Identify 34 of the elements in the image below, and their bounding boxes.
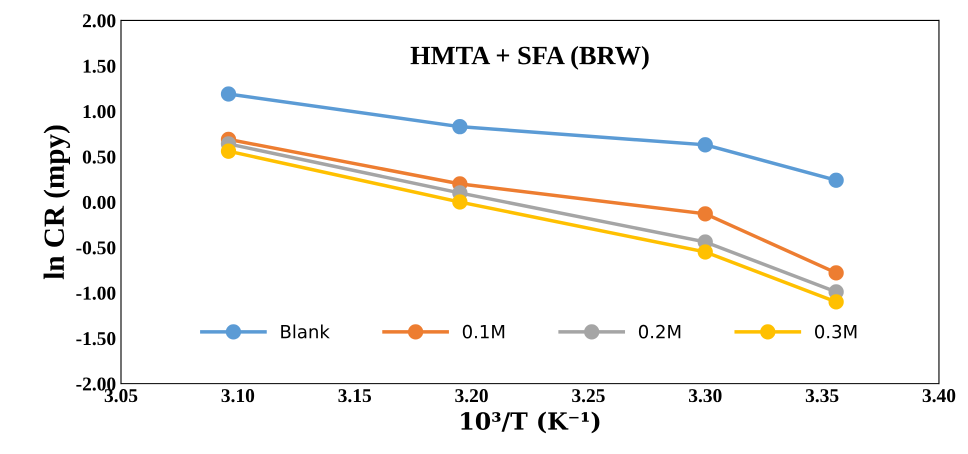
x-tick-label: 3.30 <box>688 389 722 402</box>
point <box>698 137 713 152</box>
x-tick-label: 3.05 <box>104 389 138 402</box>
point <box>828 294 844 310</box>
y-tick-label: -2.00 <box>76 377 116 391</box>
y-tick-label: 1.00 <box>84 105 116 118</box>
y-tick-label: -1.00 <box>76 286 116 300</box>
legend-label: 0.3M <box>815 324 856 338</box>
point <box>828 265 844 280</box>
y-tick-label: 0.50 <box>82 150 116 164</box>
y-tick-label: -0.50 <box>76 241 116 254</box>
y-tick-label: -1.50 <box>76 332 116 346</box>
x-tick-label: 3.15 <box>338 389 372 402</box>
y-tick-label: 1.50 <box>84 60 116 73</box>
legend-label: 0.1M <box>462 324 504 338</box>
x-tick-label: 3.10 <box>222 389 254 402</box>
x-tick-label: 3.35 <box>806 389 838 402</box>
x-tick-label: 3.20 <box>455 389 488 402</box>
point <box>452 194 468 210</box>
y-axis-title: ln CR (mpy) <box>44 126 70 280</box>
y-tick-label: 0.00 <box>82 196 116 210</box>
point <box>220 144 236 159</box>
y-tick-label: 2.00 <box>82 14 116 28</box>
text: HMTA + SFA (BRW) <box>410 46 649 70</box>
x-tick-label: 3.40 <box>922 389 956 402</box>
point <box>828 172 844 188</box>
point <box>220 86 236 102</box>
point <box>452 119 468 134</box>
point <box>698 244 713 260</box>
legend-label: Blank <box>281 324 330 338</box>
legend-label: 0.2M <box>638 324 680 338</box>
x-tick-label: 3.25 <box>572 389 605 402</box>
point <box>698 206 713 222</box>
x-axis-title: 10³/T (K⁻¹) <box>461 412 600 434</box>
